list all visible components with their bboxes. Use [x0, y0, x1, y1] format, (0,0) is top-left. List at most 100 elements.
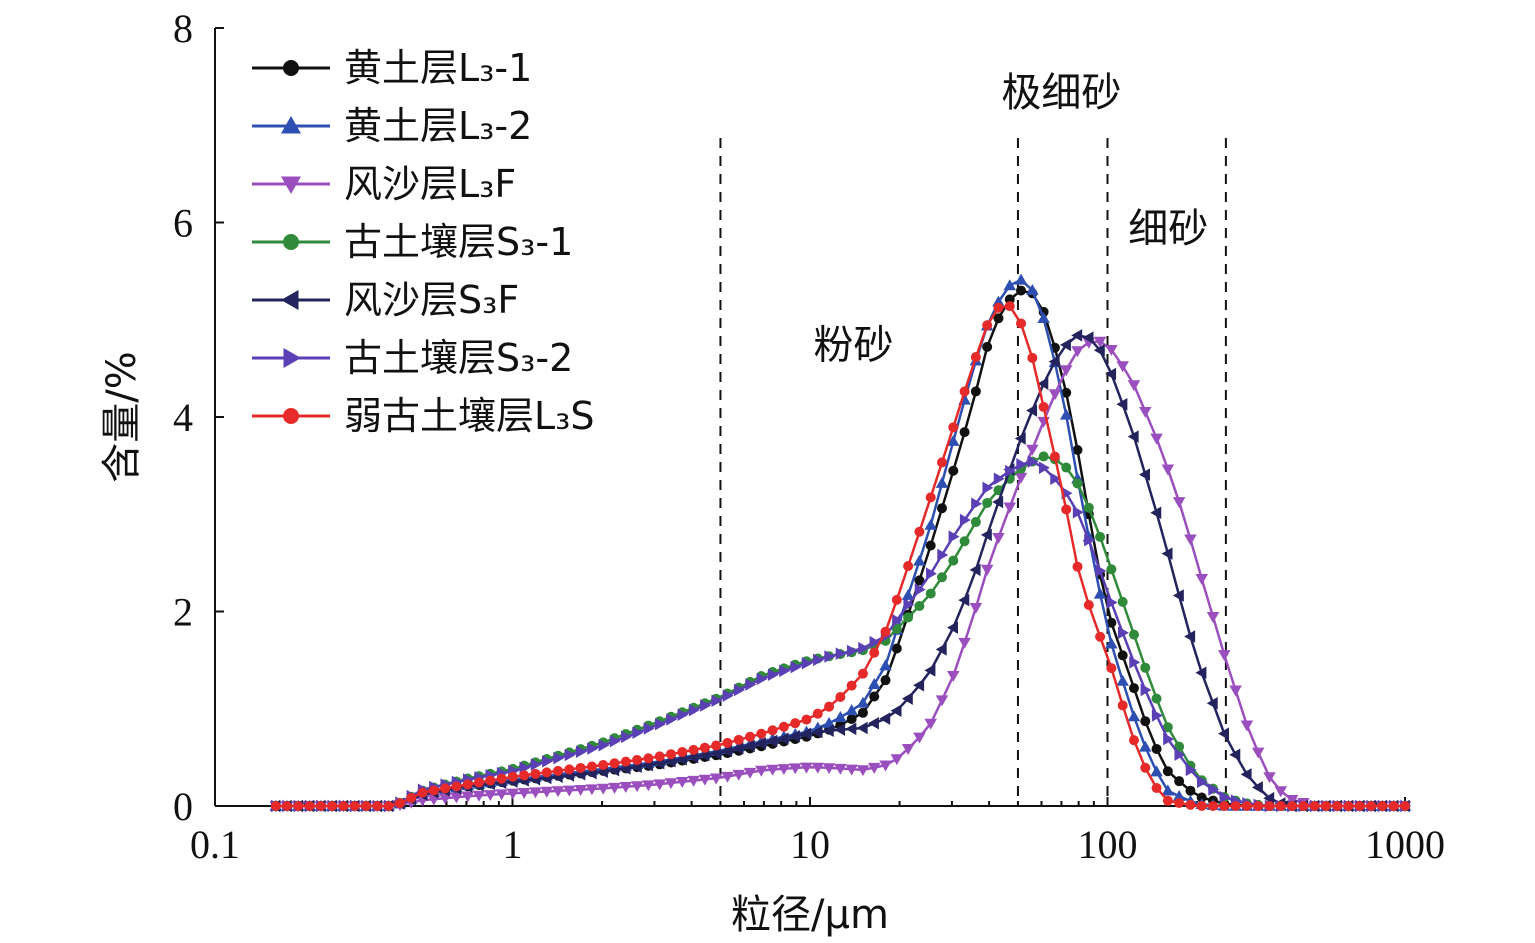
data-point — [540, 786, 554, 798]
data-point — [1206, 696, 1218, 710]
data-point — [1116, 674, 1129, 686]
data-point — [914, 526, 925, 537]
data-point — [926, 567, 937, 580]
data-point — [980, 564, 994, 576]
legend-entry: 风沙层S₃F — [252, 278, 519, 322]
data-point — [688, 744, 699, 755]
data-point — [551, 786, 565, 798]
data-point — [1072, 506, 1084, 519]
data-point — [970, 517, 981, 528]
y-tick-label: 6 — [173, 201, 193, 246]
data-point — [530, 768, 541, 779]
data-point — [914, 575, 925, 586]
data-point — [1003, 502, 1017, 514]
y-tick-label: 8 — [173, 6, 193, 51]
data-point — [564, 748, 576, 762]
data-point — [598, 739, 610, 752]
data-point — [1195, 666, 1207, 679]
legend-marker — [281, 290, 299, 310]
data-point — [869, 691, 880, 702]
data-point — [1128, 683, 1139, 694]
data-point — [947, 621, 958, 634]
zone-label: 极细砂 — [1001, 70, 1121, 116]
data-point — [677, 747, 688, 758]
data-point — [1185, 763, 1197, 777]
data-point — [1219, 790, 1231, 804]
data-point — [1400, 801, 1410, 811]
data-point — [519, 770, 530, 781]
data-point — [1285, 795, 1299, 806]
data-point — [901, 588, 915, 600]
data-point — [892, 614, 904, 627]
data-point — [1140, 683, 1152, 697]
data-point — [664, 778, 678, 790]
data-point — [1026, 283, 1039, 295]
data-point — [822, 716, 836, 728]
data-point — [935, 643, 947, 656]
data-point — [709, 773, 723, 785]
data-point — [845, 722, 857, 736]
legend-label: 黄土层L₃-2 — [344, 104, 532, 148]
data-point — [1139, 406, 1152, 418]
data-point — [913, 679, 925, 692]
data-point — [959, 427, 970, 438]
data-point — [1151, 709, 1163, 722]
data-point — [903, 598, 915, 612]
data-point — [924, 664, 936, 677]
data-point — [406, 792, 417, 803]
data-point — [643, 722, 655, 735]
data-point — [880, 675, 891, 686]
data-point — [1106, 663, 1117, 674]
data-point — [822, 763, 836, 775]
x-tick-label: 10 — [790, 822, 830, 867]
data-point — [982, 341, 993, 352]
data-point — [903, 561, 914, 572]
data-point — [766, 764, 779, 776]
data-point — [609, 734, 621, 748]
data-point — [1084, 533, 1096, 547]
data-point — [1275, 801, 1286, 811]
data-point — [1264, 801, 1275, 811]
data-point — [699, 742, 710, 753]
data-point — [372, 801, 383, 811]
data-point — [383, 801, 394, 811]
data-point — [517, 788, 531, 799]
data-point — [1106, 564, 1117, 575]
data-point — [958, 593, 970, 607]
data-point — [1162, 795, 1173, 806]
data-point — [496, 773, 507, 784]
data-point — [541, 767, 552, 778]
data-point — [1026, 404, 1038, 417]
data-point — [676, 777, 689, 788]
data-point — [1048, 389, 1062, 401]
data-point — [1320, 801, 1331, 811]
x-tick-label: 0.1 — [190, 822, 240, 867]
data-point — [1139, 468, 1150, 481]
data-point — [553, 751, 565, 765]
data-point — [1240, 768, 1252, 781]
data-point — [777, 764, 791, 776]
series-7 — [270, 301, 1410, 811]
data-point — [867, 678, 881, 689]
data-point — [1005, 464, 1017, 478]
data-point — [1116, 398, 1128, 411]
data-point — [1151, 693, 1162, 704]
y-tick-label: 4 — [173, 395, 193, 440]
data-point — [484, 790, 497, 802]
data-point — [993, 313, 1004, 324]
legend: 黄土层L₃-1 黄土层L₃-2 风沙层L₃F 古土壤层S₃-1 风沙层S₃F 古土壤层S₃… — [252, 46, 595, 438]
data-point — [811, 762, 825, 774]
data-point — [687, 775, 700, 787]
data-point — [711, 694, 723, 708]
data-point — [1151, 743, 1162, 754]
data-point — [734, 683, 745, 697]
data-point — [417, 787, 428, 798]
data-point — [869, 647, 880, 658]
data-point — [879, 760, 892, 772]
data-point — [857, 668, 868, 679]
data-point — [970, 386, 981, 397]
data-point — [959, 513, 971, 527]
data-point — [1093, 344, 1105, 357]
data-point — [845, 764, 858, 776]
legend-label: 弱古土壤层L₃S — [344, 394, 595, 438]
